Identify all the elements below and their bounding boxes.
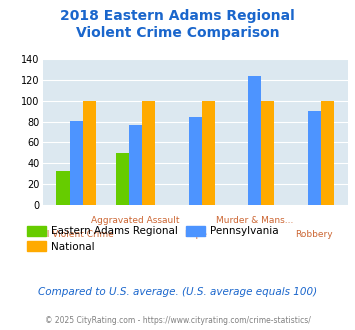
Bar [129, 125, 142, 205]
Bar [70, 120, 83, 205]
Text: Robbery: Robbery [296, 230, 333, 239]
Text: Aggravated Assault: Aggravated Assault [92, 216, 180, 225]
Bar [321, 101, 334, 205]
Bar [116, 153, 129, 205]
Text: 2018 Eastern Adams Regional
Violent Crime Comparison: 2018 Eastern Adams Regional Violent Crim… [60, 9, 295, 40]
Text: Compared to U.S. average. (U.S. average equals 100): Compared to U.S. average. (U.S. average … [38, 287, 317, 297]
Bar [142, 101, 155, 205]
Legend: Eastern Adams Regional, National, Pennsylvania: Eastern Adams Regional, National, Pennsy… [23, 221, 283, 256]
Bar [189, 117, 202, 205]
Text: © 2025 CityRating.com - https://www.cityrating.com/crime-statistics/: © 2025 CityRating.com - https://www.city… [45, 316, 310, 325]
Text: Rape: Rape [184, 230, 207, 239]
Bar [308, 111, 321, 205]
Text: All Violent Crime: All Violent Crime [38, 230, 114, 239]
Bar [202, 101, 215, 205]
Bar [83, 101, 96, 205]
Bar [261, 101, 274, 205]
Bar [56, 171, 70, 205]
Text: Murder & Mans...: Murder & Mans... [216, 216, 294, 225]
Bar [248, 76, 261, 205]
